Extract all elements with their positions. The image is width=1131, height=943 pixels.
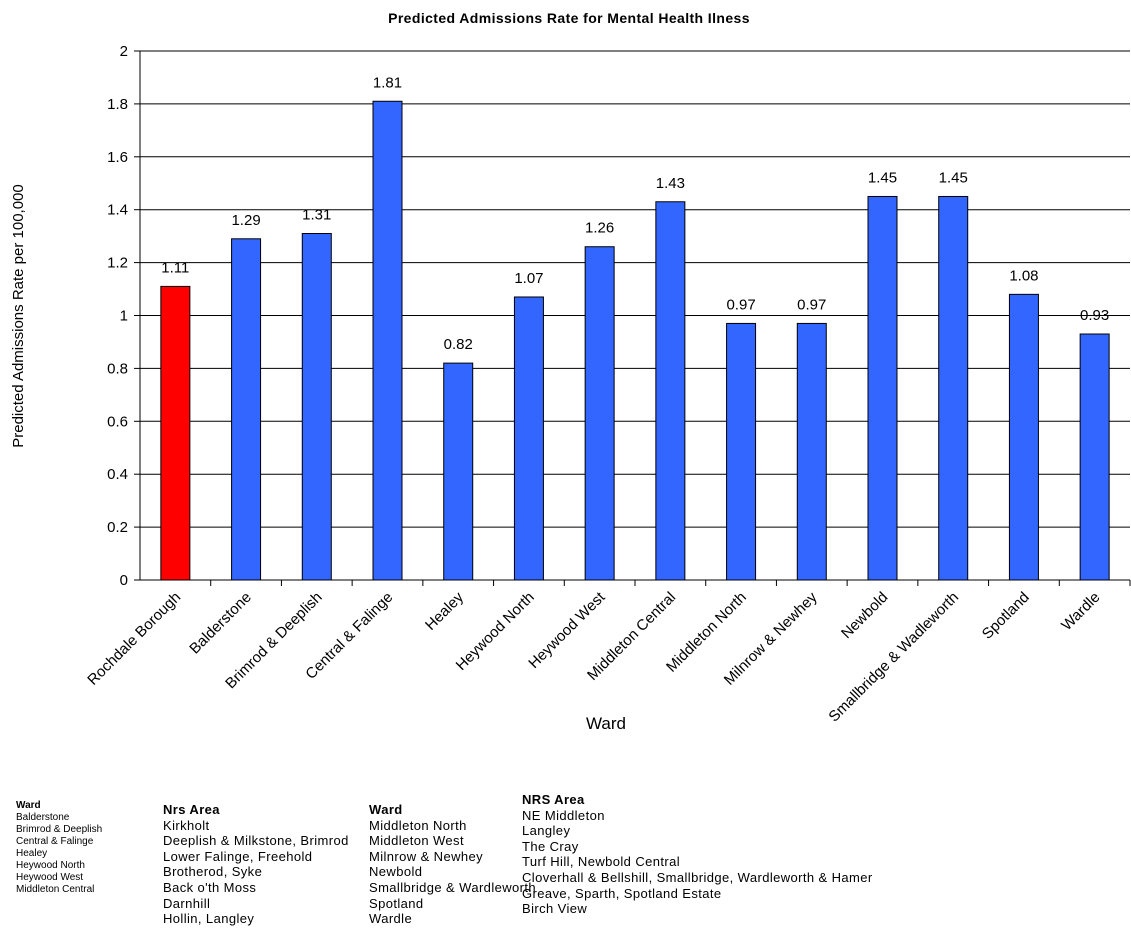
- ward-item: Newbold: [369, 864, 423, 880]
- nrs-area-column-1: Nrs Area Kirkholt Deeplish & Milkstone, …: [163, 802, 349, 927]
- data-label: 1.07: [514, 270, 543, 287]
- ward-item: Spotland: [369, 895, 424, 911]
- y-tick-label: 0: [120, 572, 128, 589]
- y-tick-label: 1.4: [107, 202, 128, 219]
- bar: [867, 195, 898, 581]
- nrs-area-item: Back o'th Moss: [163, 879, 257, 895]
- ward-item: Middleton North: [369, 817, 467, 833]
- ward-item: Healey: [16, 848, 48, 859]
- ward-column-2-header: Ward: [369, 802, 403, 817]
- nrs-area-item: Greave, Sparth, Spotland Estate: [522, 885, 722, 901]
- bar: [1079, 333, 1110, 581]
- data-label: 1.08: [1009, 267, 1038, 284]
- ward-column-1: Ward Balderstone Brimrod & Deeplish Cent…: [16, 800, 102, 896]
- nrs-area-item: Hollin, Langley: [163, 911, 255, 927]
- data-label: 1.45: [939, 169, 968, 186]
- nrs-area-column-1-header: Nrs Area: [163, 802, 220, 817]
- y-tick-label: 2: [120, 43, 128, 60]
- x-tick-label: Wardle: [1058, 589, 1103, 634]
- bar: [584, 246, 615, 581]
- nrs-area-item: NE Middleton: [522, 807, 605, 823]
- y-tick-label: 0.8: [107, 360, 128, 377]
- x-tick-label: Rochdale Borough: [84, 589, 184, 689]
- data-label: 1.29: [231, 212, 260, 229]
- chart-title: Predicted Admissions Rate for Mental Hea…: [388, 10, 750, 26]
- data-label: 1.11: [161, 259, 189, 276]
- nrs-area-item: Birch View: [522, 901, 588, 917]
- data-label: 1.45: [868, 169, 897, 186]
- y-tick-label: 0.4: [107, 466, 128, 483]
- data-label: 1.43: [656, 175, 685, 192]
- ward-item: Heywood West: [16, 872, 84, 883]
- x-tick-label: Balderstone: [186, 589, 255, 658]
- ward-item: Heywood North: [16, 860, 85, 871]
- bar: [726, 322, 757, 581]
- bar: [655, 201, 686, 581]
- ward-item: Middleton West: [369, 833, 464, 849]
- bars: [160, 100, 1110, 581]
- nrs-area-item: Darnhill: [163, 895, 211, 911]
- data-label: 1.31: [302, 207, 331, 224]
- bar: [938, 195, 969, 581]
- nrs-area-item: Cloverhall & Bellshill, Smallbridge, War…: [522, 869, 873, 885]
- y-axis-ticks: 0 0.2 0.4 0.6 0.8 1 1.2 1.4 1.6 1.8 2: [107, 43, 140, 589]
- x-tick-label: Healey: [422, 588, 467, 633]
- y-tick-label: 1: [120, 308, 128, 325]
- ward-item: Smallbridge & Wardleworth: [369, 879, 537, 895]
- nrs-area-item: Brotherod, Syke: [163, 864, 263, 880]
- ward-item: Milnrow & Newhey: [369, 848, 484, 864]
- nrs-area-column-2: NRS Area NE Middleton Langley The Cray T…: [522, 792, 873, 917]
- bar: [231, 238, 262, 581]
- x-tick-label: Spotland: [979, 589, 1033, 643]
- bar: [160, 285, 191, 581]
- bar: [1008, 293, 1039, 581]
- x-axis-label: Ward: [586, 714, 626, 733]
- data-label: 1.81: [373, 74, 402, 91]
- y-tick-label: 1.6: [107, 149, 128, 166]
- ward-item: Balderstone: [16, 812, 70, 823]
- ward-column-2: Ward Middleton North Middleton West Miln…: [369, 802, 536, 927]
- bar: [301, 233, 332, 581]
- data-label: 0.97: [726, 296, 755, 313]
- nrs-area-item: Deeplish & Milkstone, Brimrod: [163, 833, 349, 849]
- bar: [796, 322, 827, 581]
- ward-item: Middleton Central: [16, 884, 95, 895]
- ward-item: Wardle: [369, 911, 413, 927]
- ward-item: Brimrod & Deeplish: [16, 824, 103, 835]
- gridlines: [140, 50, 1130, 528]
- bar-chart: Predicted Admissions Rate for Mental Hea…: [10, 10, 1131, 733]
- nrs-area-item: Kirkholt: [163, 817, 210, 833]
- x-tick-label: Newbold: [838, 589, 891, 642]
- bar: [372, 100, 403, 581]
- nrs-area-item: The Cray: [522, 838, 579, 854]
- x-tick-label: Smallbridge & Wadleworth: [825, 589, 962, 726]
- nrs-area-item: Langley: [522, 823, 571, 839]
- data-label: 0.93: [1080, 307, 1109, 324]
- y-axis-label: Predicted Admissions Rate per 100,000: [10, 184, 27, 448]
- y-tick-label: 1.2: [107, 255, 128, 272]
- y-tick-label: 0.2: [107, 519, 128, 536]
- data-label: 0.97: [797, 296, 826, 313]
- nrs-area-item: Lower Falinge, Freehold: [163, 848, 313, 864]
- y-tick-label: 0.6: [107, 413, 128, 430]
- bar: [443, 362, 474, 581]
- ward-item: Central & Falinge: [16, 836, 94, 847]
- ward-column-1-header: Ward: [16, 800, 41, 811]
- nrs-area-item: Turf Hill, Newbold Central: [522, 854, 681, 870]
- nrs-area-column-2-header: NRS Area: [522, 792, 585, 807]
- data-label: 1.26: [585, 220, 614, 237]
- y-tick-label: 1.8: [107, 96, 128, 113]
- data-labels: 1.11 1.29 1.31 1.81 0.82 1.07 1.26 1.43 0.97 0.97…: [161, 74, 1109, 353]
- bar: [513, 296, 544, 581]
- data-label: 0.82: [444, 336, 473, 353]
